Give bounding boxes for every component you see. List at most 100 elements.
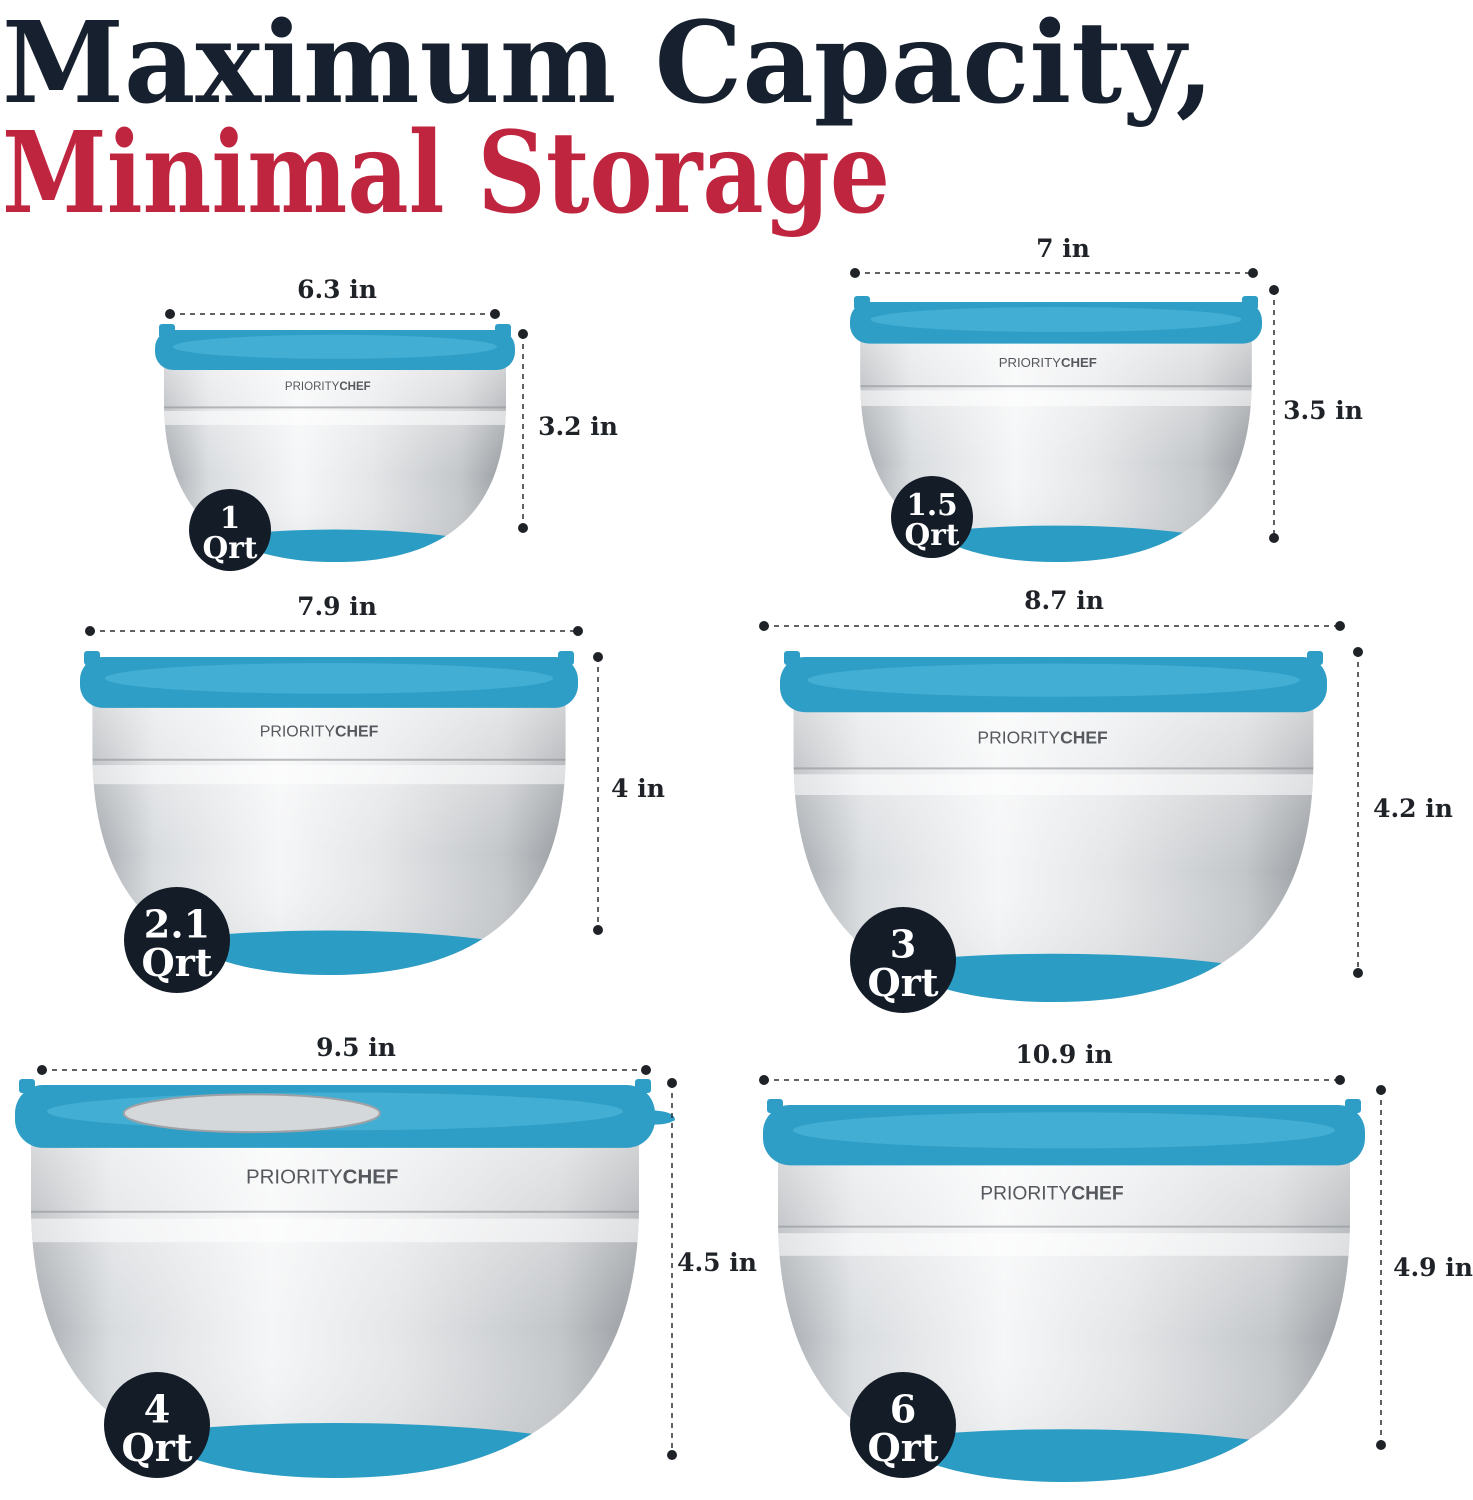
lid-tab-left xyxy=(159,324,175,338)
steel-band-line xyxy=(793,767,1314,770)
capacity-unit: Qrt xyxy=(905,517,960,552)
bowl-body xyxy=(793,698,1314,1002)
headline-line1: Maximum Capacity, xyxy=(2,0,1214,129)
capacity-badge xyxy=(189,489,271,571)
height-label: 3.5 in xyxy=(1283,396,1363,425)
capacity-badge xyxy=(124,887,230,993)
brand-logo: PRIORITYCHEF xyxy=(285,381,371,393)
dimension-dot xyxy=(1335,1075,1345,1085)
capacity-badge xyxy=(850,907,956,1013)
capacity-number: 2.1 xyxy=(144,901,210,946)
width-label: 9.5 in xyxy=(316,1033,396,1062)
dimension-dot xyxy=(1376,1440,1386,1450)
width-label: 8.7 in xyxy=(1024,586,1104,615)
capacity-unit: Qrt xyxy=(868,1425,939,1470)
dimension-dot xyxy=(518,329,528,339)
steel-band-line xyxy=(860,385,1252,388)
capacity-number: 3 xyxy=(890,921,917,966)
height-label: 4.2 in xyxy=(1373,794,1453,823)
capacity-number: 1 xyxy=(220,500,241,535)
steel-band-highlight xyxy=(92,765,566,785)
capacity-badge xyxy=(104,1372,210,1478)
steel-band-highlight xyxy=(164,411,506,425)
dimension-dot xyxy=(573,626,583,636)
dimension-dot xyxy=(490,309,500,319)
steel-band-highlight xyxy=(31,1218,639,1243)
dimension-dot xyxy=(593,925,603,935)
lid-tab-right xyxy=(1307,651,1323,665)
grater-insert xyxy=(122,1093,381,1134)
capacity-number: 4 xyxy=(144,1386,171,1431)
brand-logo: PRIORITYCHEF xyxy=(980,1183,1124,1204)
headline-line2: Minimal Storage xyxy=(2,108,890,239)
capacity-unit: Qrt xyxy=(142,940,213,985)
height-label: 3.2 in xyxy=(538,412,618,441)
dimension-dot xyxy=(667,1078,677,1088)
silicone-base xyxy=(31,1422,639,1478)
height-label: 4.5 in xyxy=(677,1248,757,1277)
dimension-dot xyxy=(1376,1085,1386,1095)
lid-pull-tab xyxy=(645,1110,675,1125)
dimension-dot xyxy=(759,621,769,631)
silicone-base xyxy=(778,1429,1350,1482)
steel-band-highlight xyxy=(793,774,1314,795)
lid-top xyxy=(104,663,554,694)
width-label: 6.3 in xyxy=(297,275,377,304)
capacity-unit: Qrt xyxy=(122,1425,193,1470)
dimension-dot xyxy=(518,523,528,533)
steel-band-line xyxy=(164,406,506,409)
lid-tab-left xyxy=(854,296,870,310)
dimension-dot xyxy=(759,1075,769,1085)
dimension-dot xyxy=(1353,647,1363,657)
brand-logo: PRIORITYCHEF xyxy=(260,724,379,741)
dimension-dot xyxy=(593,652,603,662)
dimension-dot xyxy=(1335,621,1345,631)
dimension-dot xyxy=(1269,285,1279,295)
lid-tab-right xyxy=(558,651,574,665)
lid-tab-left xyxy=(767,1099,783,1113)
lid-tab-left xyxy=(19,1079,35,1093)
brand-logo: PRIORITYCHEF xyxy=(246,1165,398,1188)
capacity-number: 1.5 xyxy=(906,487,957,522)
dimension-dot xyxy=(37,1065,47,1075)
dimension-dot xyxy=(641,1065,651,1075)
dimension-dot xyxy=(667,1450,677,1460)
dimension-dot xyxy=(850,268,860,278)
width-label: 7.9 in xyxy=(297,592,377,621)
width-label: 10.9 in xyxy=(1015,1040,1112,1069)
lid-tab-right xyxy=(1242,296,1258,310)
dimension-dot xyxy=(1353,968,1363,978)
capacity-unit: Qrt xyxy=(868,960,939,1005)
steel-band-line xyxy=(31,1210,639,1213)
lid-tab-right xyxy=(495,324,511,338)
lid-tab-right xyxy=(1345,1099,1361,1113)
lid-tab-right xyxy=(635,1079,651,1093)
dimension-dot xyxy=(85,626,95,636)
bowl-body xyxy=(92,695,566,975)
capacity-badge xyxy=(891,476,973,558)
height-label: 4 in xyxy=(611,774,665,803)
steel-band-highlight xyxy=(778,1233,1350,1256)
bowl-body xyxy=(860,333,1252,562)
lid-top xyxy=(870,306,1242,332)
steel-band-highlight xyxy=(860,390,1252,406)
capacity-unit: Qrt xyxy=(203,530,258,565)
bowl-body xyxy=(164,360,506,562)
capacity-badge xyxy=(850,1372,956,1478)
dimension-dot xyxy=(1248,268,1258,278)
brand-logo: PRIORITYCHEF xyxy=(999,355,1097,370)
lid-tab-left xyxy=(84,651,100,665)
brand-logo: PRIORITYCHEF xyxy=(977,727,1108,747)
lid-top xyxy=(173,334,497,359)
steel-band-line xyxy=(778,1225,1350,1228)
width-label: 7 in xyxy=(1036,234,1090,263)
capacity-number: 6 xyxy=(890,1386,917,1431)
lid-top xyxy=(793,1112,1335,1149)
